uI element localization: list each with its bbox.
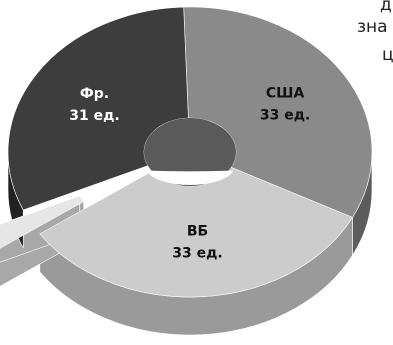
- chart-labels: США 33 ед. ВБ 33 ед. Фр. 31 ед.: [69, 86, 310, 262]
- slice-label-name: Фр.: [80, 86, 109, 102]
- slice-top-slice-2: [0, 195, 85, 249]
- slice-label-name: ВБ: [187, 224, 208, 240]
- clipped-text-line-3: ц: [382, 45, 393, 65]
- clipped-text-line-1: д: [380, 0, 392, 15]
- clipped-text-line-2: зна: [357, 17, 388, 37]
- doughnut-inner-wall: [144, 118, 236, 186]
- chart-tops: [0, 6, 373, 298]
- doughnut-hole-opening: [146, 170, 234, 185]
- slice-label-name: США: [266, 86, 305, 102]
- slice-label-value: 33 ед.: [172, 246, 222, 262]
- slice-label-value: 31 ед.: [69, 108, 119, 124]
- slice-label-value: 33 ед.: [260, 108, 310, 124]
